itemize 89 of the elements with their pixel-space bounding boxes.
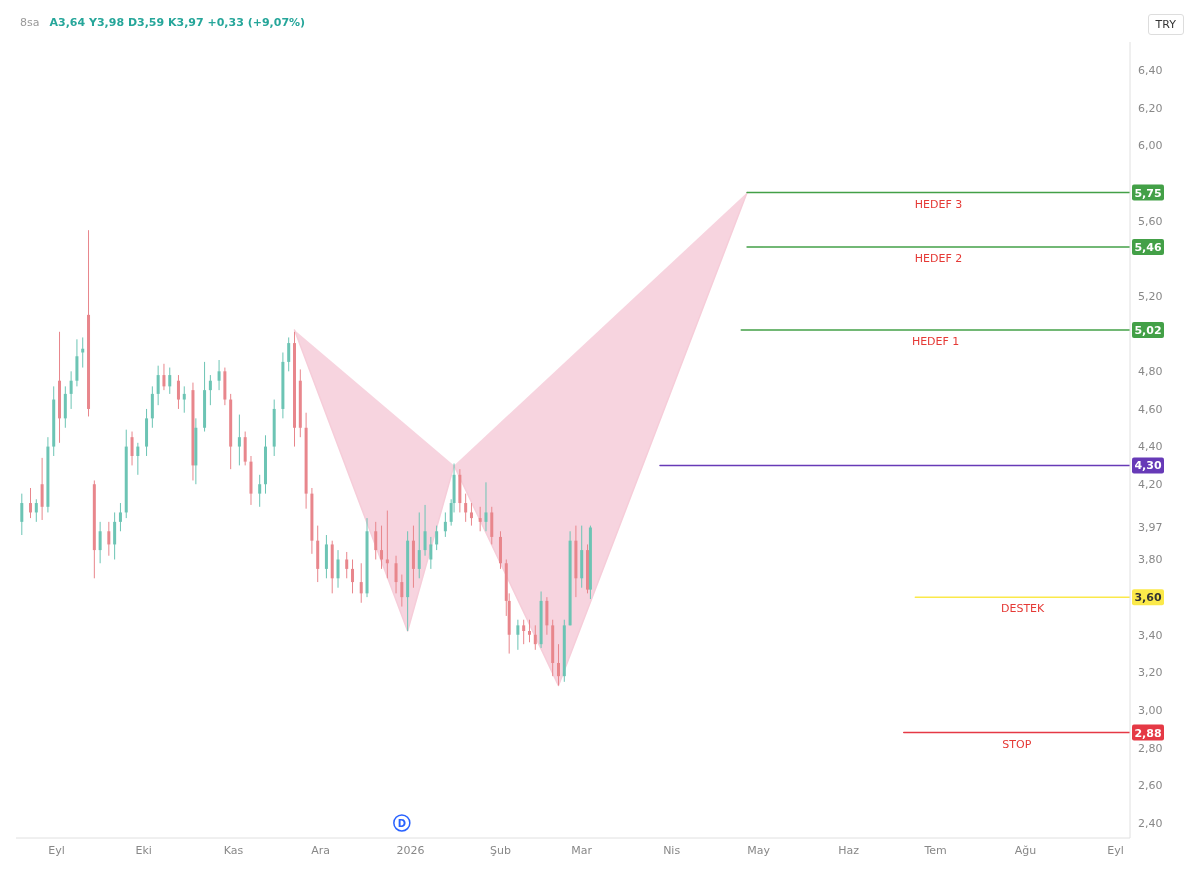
candlestick <box>98 521 102 564</box>
candlestick <box>168 367 172 395</box>
candlestick <box>527 619 531 643</box>
y-tick-label: 5,20 <box>1138 289 1163 303</box>
candlestick <box>107 521 111 557</box>
x-tick-label: Haz <box>838 843 860 857</box>
candlestick <box>435 525 439 551</box>
candlestick <box>258 474 262 508</box>
candlestick <box>20 493 24 536</box>
candlestick <box>400 574 404 608</box>
series-label: HEDEF 1 <box>911 334 960 348</box>
chart-subtitle: A3,64 Y3,98 D3,59 K3,97 +0,33 (+9,07%) <box>49 16 306 29</box>
x-tick-label: Nis <box>663 843 681 857</box>
y-tick-label: 2,60 <box>1138 779 1163 793</box>
candlestick <box>359 562 363 604</box>
x-tick-label: Kas <box>223 843 244 857</box>
y-tick-label: 4,20 <box>1138 478 1163 492</box>
candlestick <box>533 624 537 651</box>
candlestick <box>417 511 421 579</box>
x-tick-label: Eki <box>135 843 152 857</box>
candlestick <box>69 370 73 410</box>
x-tick-label: 2026 <box>396 843 425 857</box>
data-label: 5,02 <box>1134 323 1162 337</box>
candlestick <box>34 498 38 523</box>
candlestick <box>113 511 117 560</box>
candlestick <box>394 555 398 594</box>
data-label: 5,46 <box>1134 241 1162 255</box>
data-label: 4,30 <box>1134 459 1162 473</box>
y-tick-label: 6,40 <box>1138 64 1163 78</box>
candlestick <box>380 525 384 570</box>
candlestick <box>136 442 140 476</box>
x-tick-label: May <box>747 843 771 857</box>
x-tick-label: Şub <box>490 843 511 857</box>
candlestick <box>40 457 44 521</box>
y-tick-label: 6,20 <box>1138 101 1163 115</box>
candlestick <box>237 414 241 466</box>
x-tick-label: Ara <box>311 843 331 857</box>
candlestick <box>208 374 212 406</box>
y-tick-label: 4,80 <box>1138 365 1163 379</box>
candlestick <box>336 549 340 589</box>
data-label: 3,60 <box>1134 591 1162 605</box>
candlestick <box>443 511 447 538</box>
candlestick <box>351 558 355 594</box>
y-tick-label: 2,40 <box>1138 816 1163 830</box>
y-tick-label: 4,40 <box>1138 440 1163 454</box>
candlestick <box>182 385 186 414</box>
y-tick-label: 3,80 <box>1138 553 1163 567</box>
data-label: 2,88 <box>1134 726 1162 740</box>
candlestick <box>469 502 473 527</box>
y-tick-label: 5,60 <box>1138 214 1163 228</box>
data-label: 5,75 <box>1134 186 1162 200</box>
series-label: STOP <box>1002 737 1032 751</box>
x-tick-label: Tem <box>923 843 947 857</box>
series-label: DESTEK <box>1001 602 1046 616</box>
annotation: D <box>397 817 406 829</box>
candlestick <box>464 493 468 523</box>
series-label: HEDEF 2 <box>914 252 963 266</box>
candlestick <box>345 551 349 579</box>
x-tick-label: Ağu <box>1014 843 1037 857</box>
y-axis-title: TRY <box>1147 14 1184 35</box>
candlestick <box>130 431 134 466</box>
candlestick <box>29 487 33 519</box>
chart-title: 8sa <box>20 16 40 29</box>
candlestick <box>162 363 166 391</box>
candlestick <box>156 365 160 406</box>
candlestick <box>429 536 433 570</box>
series-label: HEDEF 3 <box>914 197 963 211</box>
x-tick-label: Eyl <box>48 843 65 857</box>
y-tick-label: 2,80 <box>1138 741 1163 755</box>
y-tick-label: 6,00 <box>1138 139 1163 153</box>
candlestick <box>287 336 291 372</box>
y-tick-label: 3,97 <box>1138 521 1163 535</box>
candlestick <box>385 510 389 579</box>
y-tick-label: 4,60 <box>1138 402 1163 416</box>
candlestick <box>516 619 520 651</box>
candlestick <box>118 502 122 532</box>
y-tick-label: 3,40 <box>1138 628 1163 642</box>
candlestick <box>374 521 378 560</box>
candlestick <box>176 374 180 410</box>
y-tick-label: 3,20 <box>1138 666 1163 680</box>
x-tick-label: Mar <box>571 843 593 857</box>
candlestick <box>217 359 221 391</box>
candlestick <box>478 506 482 532</box>
candlestick <box>484 481 488 532</box>
x-tick-label: Eyl <box>1107 843 1124 857</box>
candlestick <box>423 504 427 557</box>
candlestick <box>522 619 526 645</box>
y-tick-label: 3,00 <box>1138 703 1163 717</box>
candlestick <box>557 643 560 687</box>
